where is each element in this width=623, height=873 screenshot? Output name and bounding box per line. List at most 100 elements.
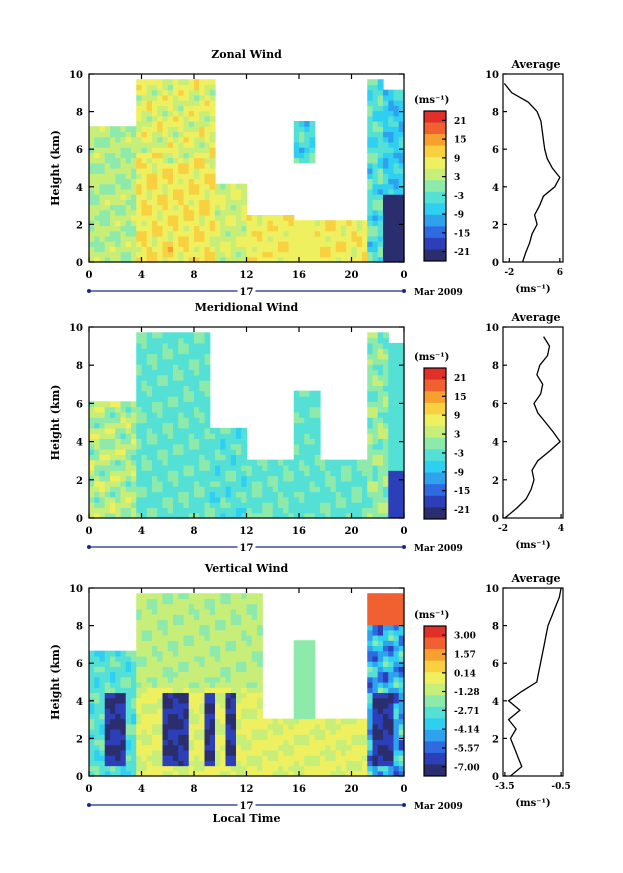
heatmap-cell <box>204 454 211 461</box>
heatmap-cell <box>209 121 216 127</box>
heatmap-cell <box>146 640 153 647</box>
heatmap-cell <box>204 614 211 620</box>
heatmap-cell <box>173 332 179 339</box>
heatmap-cell <box>120 406 127 413</box>
heatmap-cell <box>383 406 389 413</box>
heatmap-cell <box>293 676 300 683</box>
heatmap-cell <box>152 443 158 450</box>
heatmap-cell <box>398 486 405 493</box>
heatmap-cell <box>377 395 384 402</box>
heatmap-cell <box>257 760 263 767</box>
heatmap-cell <box>173 744 179 751</box>
heatmap-cell <box>136 464 143 471</box>
heatmap-cell <box>104 512 111 519</box>
heatmap-cell <box>383 614 389 620</box>
heatmap-cell <box>99 246 106 253</box>
heatmap-cell <box>383 655 389 662</box>
heatmap-cell <box>162 348 169 355</box>
heatmap-cell <box>356 220 363 227</box>
heatmap-cell <box>398 729 405 735</box>
heatmap-cell <box>257 225 263 232</box>
heatmap-cell <box>388 760 395 767</box>
heatmap-cell <box>383 598 389 605</box>
heatmap-cell <box>188 635 195 641</box>
heatmap-cell <box>220 194 227 200</box>
heatmap-cell <box>209 708 216 714</box>
heatmap-cell <box>131 687 137 694</box>
heatmap-cell <box>157 141 164 148</box>
heatmap-cell <box>194 199 200 206</box>
heatmap-cell <box>162 204 169 211</box>
heatmap-cell <box>367 635 374 641</box>
heatmap-cell <box>367 188 374 195</box>
heatmap-cell <box>278 718 284 725</box>
heatmap-cell <box>141 348 148 355</box>
heatmap-cell <box>157 84 164 91</box>
heatmap-cell <box>293 496 300 503</box>
heatmap-cell <box>251 502 258 508</box>
heatmap-cell <box>152 194 158 200</box>
heatmap-cell <box>215 708 221 714</box>
heatmap-cell <box>304 411 311 418</box>
heatmap-cell <box>372 692 379 699</box>
heatmap-cell <box>178 692 185 699</box>
heatmap-cell <box>199 417 206 424</box>
heatmap-cell <box>341 765 347 772</box>
heatmap-cell <box>393 173 400 180</box>
heatmap-cell <box>167 650 174 657</box>
heatmap-cell <box>173 697 179 704</box>
heatmap-cell <box>241 256 248 263</box>
heatmap-cell <box>178 603 185 610</box>
heatmap-cell <box>209 765 216 772</box>
heatmap-cell <box>383 666 389 673</box>
heatmap-cell <box>388 89 395 96</box>
heatmap-cell <box>89 136 95 143</box>
heatmap-cell <box>162 765 169 772</box>
heatmap-cell <box>299 661 305 667</box>
heatmap-cell <box>125 760 132 767</box>
heatmap-cell <box>388 204 395 211</box>
heatmap-cell <box>388 342 395 349</box>
heatmap-cell <box>362 739 368 746</box>
heatmap-cell <box>89 708 95 714</box>
heatmap-cell <box>241 454 248 461</box>
heatmap-cell <box>194 454 200 461</box>
heatmap-cell <box>204 655 211 662</box>
heatmap-cell <box>178 348 185 355</box>
heatmap-cell <box>183 645 190 652</box>
heatmap-cell <box>173 401 179 408</box>
heatmap-cell <box>167 342 174 349</box>
heatmap-cell <box>125 433 132 440</box>
heatmap-cell <box>356 749 363 756</box>
heatmap-cell <box>120 502 127 508</box>
heatmap-cell <box>110 739 116 746</box>
heatmap-cell <box>367 593 374 600</box>
heatmap-cell <box>89 126 95 133</box>
heatmap-cell <box>225 608 232 615</box>
heatmap-cell <box>152 89 158 96</box>
heatmap-cell <box>99 512 106 519</box>
heatmap-cell <box>398 152 405 159</box>
heatmap-cell <box>215 676 221 683</box>
heatmap-cell <box>393 608 400 615</box>
heatmap-cell <box>367 454 374 461</box>
heatmap-cell <box>167 131 174 138</box>
heatmap-cell <box>393 94 400 101</box>
heatmap-cell <box>131 157 137 164</box>
heatmap-cell <box>398 723 405 730</box>
heatmap-cell <box>199 697 206 704</box>
heatmap-cell <box>131 459 137 466</box>
heatmap-cell <box>367 94 374 101</box>
heatmap-cell <box>393 702 400 709</box>
heatmap-cell <box>356 225 363 232</box>
heatmap-cell <box>293 749 300 756</box>
heatmap-cell <box>377 199 384 206</box>
heatmap-cell <box>89 687 95 694</box>
heatmap-cell <box>299 251 305 258</box>
heatmap-cell <box>225 194 232 200</box>
heatmap-cell <box>204 256 211 263</box>
heatmap-cell <box>178 395 185 402</box>
heatmap-cell <box>257 619 263 626</box>
heatmap-cell <box>141 697 148 704</box>
heatmap-cell <box>183 676 190 683</box>
